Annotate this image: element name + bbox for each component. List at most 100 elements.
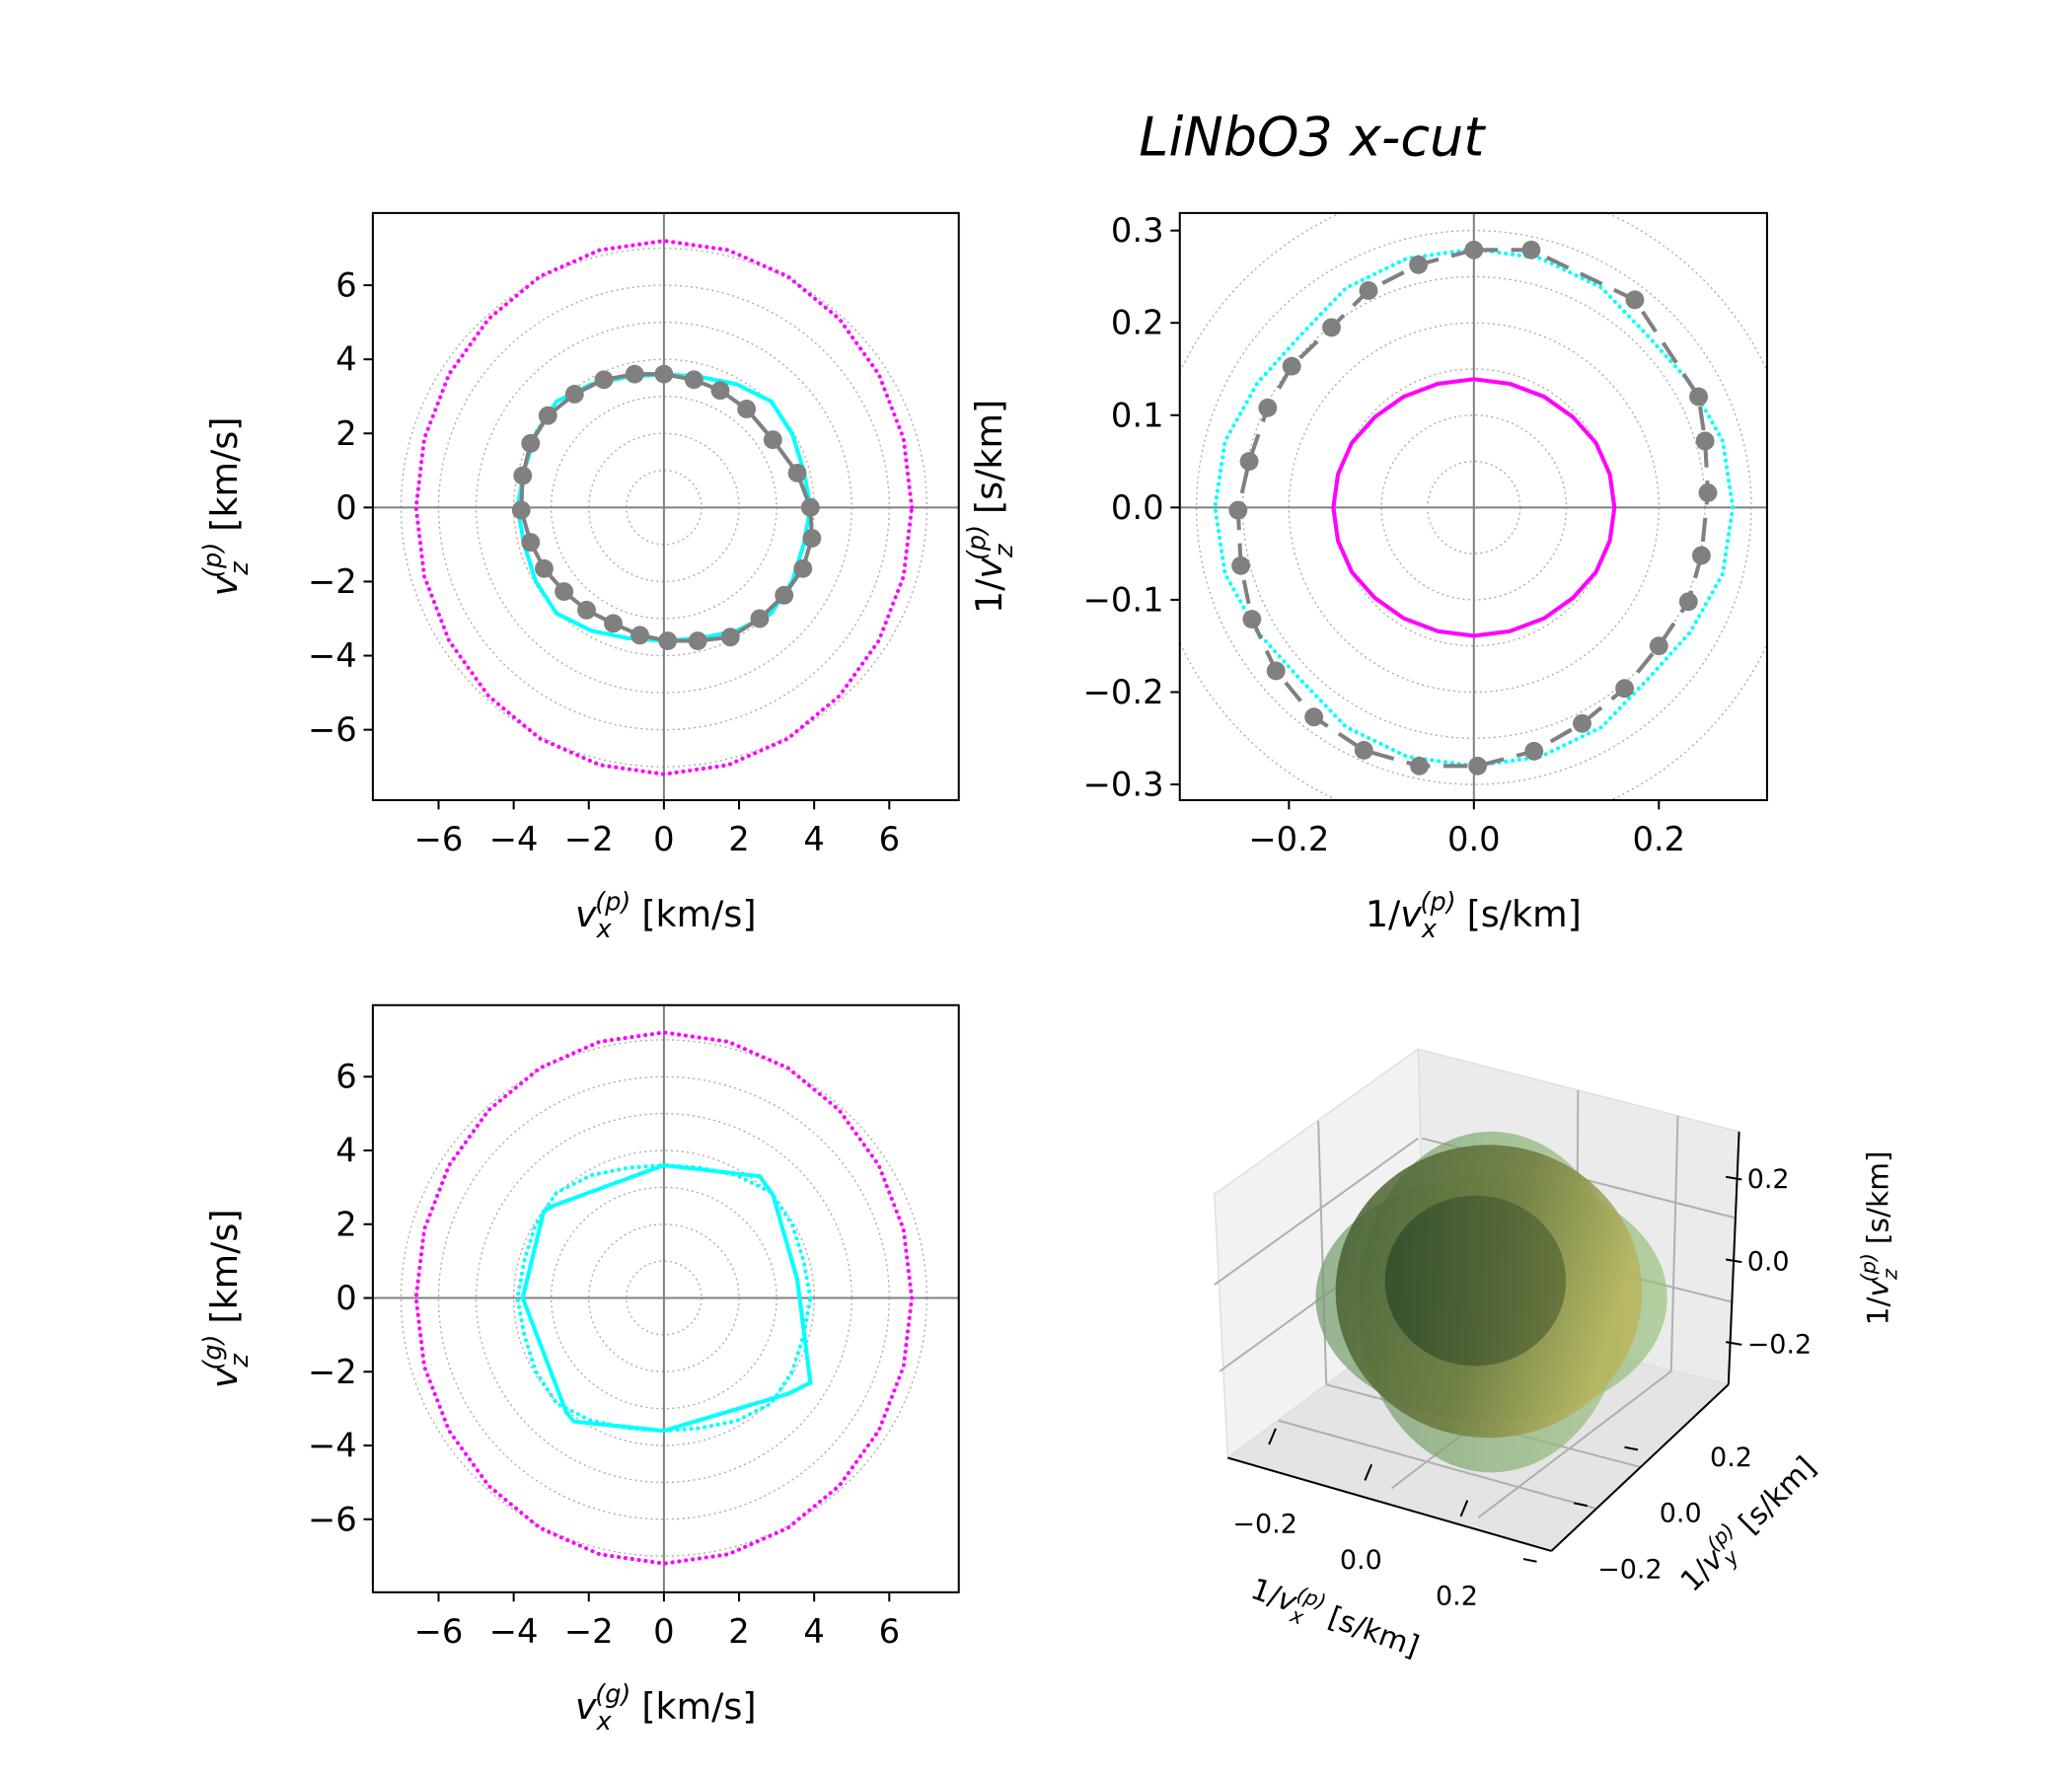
x-tick-label: −0.2 <box>1232 1509 1297 1539</box>
x-tick-label: 6 <box>879 820 900 858</box>
label-sub: x <box>596 915 613 944</box>
label-sup: (g) <box>595 1680 630 1710</box>
marker <box>1678 592 1698 612</box>
x-tick-label: −0.2 <box>1248 820 1329 858</box>
x-tick-label: −4 <box>489 1612 539 1651</box>
label-symbol: v <box>575 893 597 935</box>
label-prefix: 1/ <box>1861 1296 1895 1325</box>
marker <box>521 533 541 553</box>
marker <box>1695 431 1715 451</box>
axis-label: vz(p) [km/s] <box>198 417 255 597</box>
plot-area <box>1179 212 1767 800</box>
y-tick <box>1574 1502 1588 1508</box>
y-tick-label: 2 <box>335 1205 356 1243</box>
plot-area <box>372 1004 959 1592</box>
axis-label: vx(g) [km/s] <box>575 1680 757 1737</box>
label-symbol: v <box>203 1367 246 1388</box>
y-tick-label: −0.1 <box>1083 580 1164 619</box>
marker <box>1521 240 1541 259</box>
label-unit: [s/km] <box>1861 1150 1895 1244</box>
marker <box>1359 281 1378 300</box>
label-unit: [km/s] <box>641 1685 756 1728</box>
label-unit: [s/km] <box>968 400 1010 514</box>
marker <box>1409 255 1429 274</box>
series-line <box>519 372 814 643</box>
marker <box>787 463 807 482</box>
marker <box>1231 555 1251 575</box>
label-sup: (p) <box>963 525 993 560</box>
label-unit: [s/km] <box>1324 1599 1424 1664</box>
x-tick-label: −6 <box>414 1612 464 1651</box>
marker <box>775 585 794 605</box>
y-tick-label: 6 <box>335 266 356 305</box>
x-tick <box>1459 1500 1469 1517</box>
label-sup: (p) <box>1421 888 1456 918</box>
y-tick-label: 0.0 <box>1660 1499 1702 1529</box>
plot-area <box>372 212 959 800</box>
3d-panes <box>1214 1047 1740 1552</box>
marker <box>1266 661 1286 681</box>
marker <box>720 628 740 647</box>
marker <box>604 614 623 633</box>
series-line <box>1213 247 1736 769</box>
axis-label: vz(g) [km/s] <box>198 1209 255 1388</box>
y-axis-line <box>1550 1383 1730 1552</box>
y-tick-label: −4 <box>308 1427 357 1465</box>
z-tick-label: 0.0 <box>1747 1247 1790 1278</box>
x-tick-label: 4 <box>803 1612 824 1651</box>
label-prefix: 1/ <box>968 578 1010 614</box>
marker <box>1304 707 1324 727</box>
marker <box>763 430 782 450</box>
z-tick-label: −0.2 <box>1747 1329 1813 1360</box>
surface <box>1315 1131 1667 1473</box>
x-tick-label: −6 <box>414 820 464 858</box>
y-tick-label: −6 <box>308 710 357 749</box>
axis-label: 1/vz(p) [s/km] <box>1856 1150 1901 1325</box>
marker <box>1468 756 1488 776</box>
marker <box>802 529 822 548</box>
series-line <box>515 1162 813 1434</box>
figure-title: LiNbO3 x-cut <box>1139 106 1486 168</box>
label-symbol: v <box>575 1685 597 1728</box>
x-tick <box>1364 1463 1373 1481</box>
marker <box>625 364 644 384</box>
x-tick-label: 2 <box>728 820 749 858</box>
surface-inner <box>1384 1195 1567 1367</box>
y-tick-label: 0 <box>335 1279 356 1317</box>
label-symbol: v <box>968 557 1010 579</box>
label-unit: [km/s] <box>203 417 246 532</box>
z-tick <box>1725 1341 1742 1346</box>
marker <box>1649 636 1668 656</box>
label-sub: z <box>225 561 255 576</box>
series-line <box>413 239 915 777</box>
marker <box>793 558 813 578</box>
y-tick-label: −4 <box>308 636 357 675</box>
axis-label: 1/vx(p) [s/km] <box>1366 888 1582 944</box>
y-tick-label: 0 <box>335 488 356 527</box>
marker <box>535 558 554 578</box>
y-tick-label: 0.3 <box>1111 211 1164 250</box>
x-tick-label: 0 <box>653 1612 674 1651</box>
marker <box>800 497 820 517</box>
marker <box>684 370 703 390</box>
axis-label: 1/vz(p) [s/km] <box>963 400 1019 614</box>
x-tick-label: −4 <box>489 820 539 858</box>
label-sup: (g) <box>198 1335 228 1370</box>
y-tick-label: −0.3 <box>1083 766 1164 804</box>
x-tick-label: −2 <box>564 1612 614 1651</box>
x-tick <box>1268 1428 1277 1445</box>
label-sup: (p) <box>595 888 630 918</box>
z-tick <box>1725 1258 1742 1264</box>
grid-line <box>1278 1419 1596 1510</box>
marker <box>630 626 649 645</box>
marker <box>1242 610 1262 629</box>
marker <box>654 364 674 384</box>
y-tick-label: 0.1 <box>1111 396 1164 434</box>
x-axis-line <box>1227 1456 1552 1552</box>
y-tick-label: −6 <box>308 1500 357 1538</box>
marker <box>658 631 678 650</box>
y-tick-label: 0.2 <box>1111 304 1164 342</box>
x-tick-label: 0 <box>653 820 674 858</box>
marker <box>1625 290 1645 310</box>
